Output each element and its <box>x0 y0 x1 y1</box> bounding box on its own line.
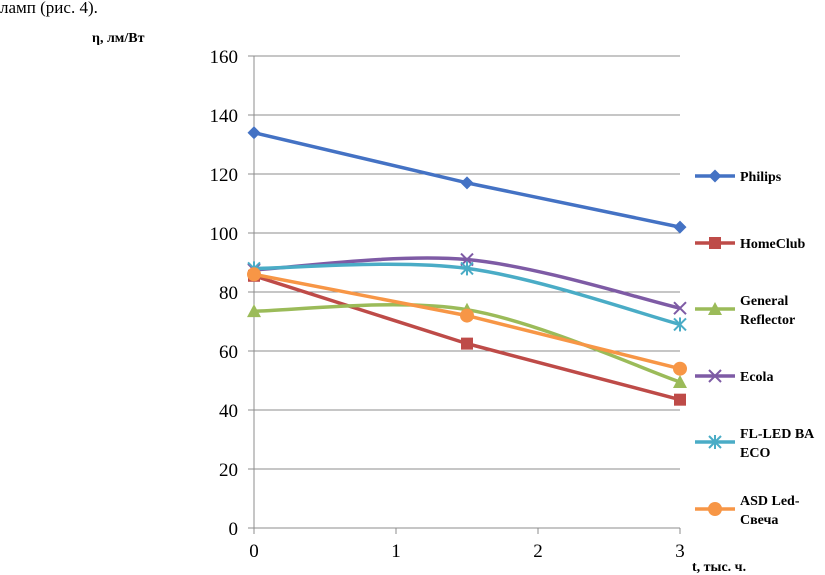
legend-label: Свеча <box>740 513 778 528</box>
ytick-label: 160 <box>210 47 239 68</box>
data-point <box>673 317 687 332</box>
data-point <box>673 301 687 315</box>
xtick-label: 1 <box>391 541 401 562</box>
data-point <box>247 267 261 282</box>
legend-entry: FL-LED BA ECO <box>695 427 815 461</box>
data-point <box>673 220 687 234</box>
legend-entry: ASD Led- Свеча <box>695 494 800 528</box>
xtick-label: 0 <box>249 541 259 562</box>
ytick-label: 140 <box>210 106 239 127</box>
data-point <box>673 361 687 376</box>
legend-entry: General Reflector <box>695 294 795 328</box>
series-philips <box>247 126 687 234</box>
ytick-label: 80 <box>219 283 238 304</box>
data-point <box>460 261 474 276</box>
legend-entry: Philips <box>695 169 782 185</box>
series-asd-led-свеча <box>247 267 687 376</box>
legend-label: Ecola <box>740 370 773 385</box>
xtick-label: 3 <box>675 541 685 562</box>
axes: 0 20 40 60 80 100 120 140 160 0 1 2 3 η, лм/Вт t, тыс.… <box>92 31 746 575</box>
legend-label: FL-LED BA <box>740 427 815 442</box>
legend-label: Reflector <box>740 313 795 328</box>
legend-marker <box>708 169 722 183</box>
legend-marker <box>708 302 722 315</box>
ytick-label: 20 <box>219 460 238 481</box>
legend-label: Philips <box>740 170 782 185</box>
legend-marker <box>708 502 722 516</box>
legend: Philips HomeClub General Reflector Ecola FL-L… <box>695 169 815 528</box>
legend-label: General <box>740 294 788 309</box>
y-axis-title: η, лм/Вт <box>92 31 145 46</box>
ytick-label: 40 <box>219 401 238 422</box>
figure-caption: ламп (рис. 4). <box>0 0 98 17</box>
data-point <box>247 126 261 140</box>
data-point <box>247 304 261 318</box>
ytick-label: 100 <box>210 224 239 245</box>
ytick-label: 60 <box>219 342 238 363</box>
legend-entry: Ecola <box>695 369 773 385</box>
data-point <box>674 393 686 406</box>
xtick-label: 2 <box>533 541 543 562</box>
data-point <box>461 337 473 350</box>
series-homeclub <box>248 269 686 406</box>
legend-entry: HomeClub <box>695 237 806 252</box>
data-point <box>460 176 474 190</box>
legend-marker <box>708 369 722 383</box>
data-point <box>673 374 687 388</box>
series-layer <box>247 126 687 406</box>
legend-marker <box>709 237 721 249</box>
legend-marker <box>708 435 722 449</box>
ytick-label: 120 <box>210 165 239 186</box>
legend-label: ECO <box>740 446 770 461</box>
legend-label: ASD Led- <box>740 494 800 509</box>
data-point <box>460 308 474 323</box>
legend-label: HomeClub <box>740 237 806 252</box>
ytick-label: 0 <box>229 519 239 540</box>
x-axis-title: t, тыс. ч. <box>692 560 746 575</box>
